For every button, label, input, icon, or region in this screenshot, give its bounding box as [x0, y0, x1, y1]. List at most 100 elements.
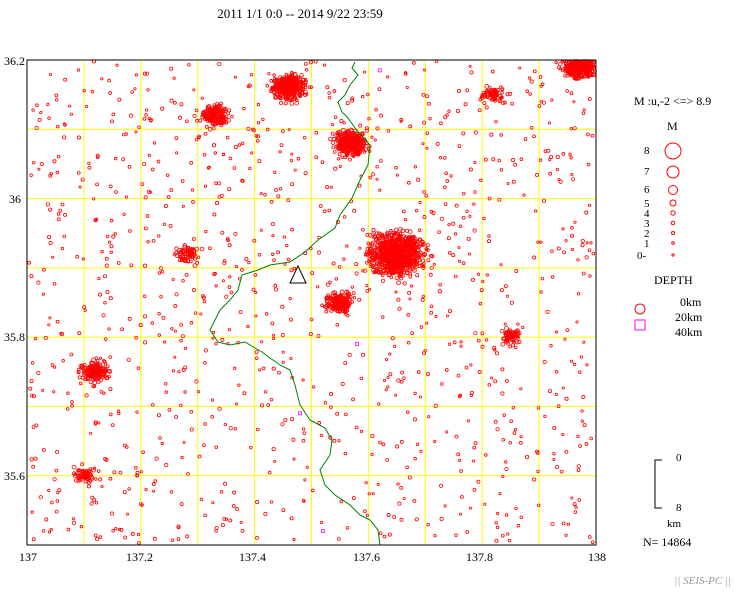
epicenter-point: [355, 152, 360, 156]
epicenter-point: [386, 75, 390, 79]
epicenter-point: [402, 281, 407, 286]
epicenter-point: [300, 88, 304, 92]
epicenter-point: [214, 201, 220, 206]
epicenter-point: [363, 70, 367, 74]
epicenter-point: [127, 487, 131, 491]
epicenter-point: [521, 325, 525, 330]
epicenter-point: [253, 273, 258, 277]
epicenter-point: [401, 242, 406, 247]
prefecture-boundary: [209, 61, 381, 546]
epicenter-point: [570, 496, 574, 500]
epicenter-point: [538, 75, 543, 79]
epicenter-point: [141, 450, 145, 454]
epicenter-point: [174, 246, 179, 251]
epicenter-point: [554, 60, 558, 65]
epicenter-point: [415, 442, 420, 446]
epicenter-point: [413, 391, 417, 396]
epicenter-point: [426, 258, 431, 263]
epicenter-point: [563, 74, 567, 78]
epicenter-point: [179, 403, 183, 408]
epicenter-point: [31, 160, 36, 165]
epicenter-point: [217, 116, 221, 120]
epicenter-point: [451, 253, 456, 258]
epicenter-point: [379, 113, 384, 118]
epicenter-point: [210, 415, 214, 419]
epicenter-point: [417, 228, 422, 232]
epicenter-point: [581, 394, 586, 400]
epicenter-point: [202, 299, 207, 304]
epicenter-point: [41, 292, 46, 296]
epicenter-point: [565, 66, 570, 71]
epicenter-point: [402, 376, 406, 380]
epicenter-point: [388, 242, 392, 246]
epicenter-point: [459, 469, 463, 473]
epicenter-point: [352, 134, 357, 140]
epicenter-point: [570, 172, 574, 176]
epicenter-point: [485, 94, 490, 99]
epicenter-point: [54, 93, 59, 98]
epicenter-point: [408, 274, 413, 279]
epicenter-point: [539, 240, 543, 244]
epicenter-point: [238, 310, 243, 314]
epicenter-point: [457, 394, 462, 399]
epicenter-point: [399, 261, 404, 266]
epicenter-point: [410, 284, 414, 288]
epicenter-point: [107, 327, 111, 331]
epicenter-point: [342, 302, 346, 307]
epicenter-point: [506, 181, 510, 186]
epicenter-point: [576, 258, 580, 262]
epicenter-point: [173, 100, 177, 105]
epicenter-point: [154, 456, 159, 461]
epicenter-point: [493, 96, 497, 101]
epicenter-point: [146, 88, 150, 92]
epicenter-point: [246, 126, 251, 131]
epicenter-point: [405, 228, 410, 233]
epicenter-point: [519, 515, 524, 520]
epicenter-point: [74, 478, 79, 483]
epicenter-point: [103, 337, 108, 341]
epicenter-point: [493, 379, 498, 384]
epicenter-point: [384, 256, 389, 261]
epicenter-point: [254, 290, 258, 295]
epicenter-point: [336, 308, 341, 314]
epicenter-point: [198, 118, 203, 123]
epicenter-point: [428, 116, 432, 121]
epicenter-point: [361, 140, 366, 146]
epicenter-point: [388, 250, 392, 255]
epicenter-point: [529, 125, 534, 130]
epicenter-point: [371, 232, 375, 236]
epicenter-point: [98, 366, 102, 370]
epicenter-point: [561, 227, 565, 231]
epicenter-point: [398, 227, 403, 232]
epicenter-point: [472, 487, 477, 492]
epicenter-point: [415, 251, 419, 255]
epicenter-point: [81, 257, 85, 261]
epicenter-point: [299, 79, 304, 84]
epicenter-point: [472, 228, 477, 233]
x-tick-label: 137.2: [126, 550, 153, 564]
epicenter-point: [302, 499, 306, 503]
epicenter-point: [334, 144, 339, 149]
epicenter-point: [355, 150, 360, 155]
epicenter-point: [43, 335, 48, 341]
epicenter-point: [55, 98, 59, 102]
epicenter-point: [31, 425, 36, 429]
epicenter-point: [340, 381, 345, 386]
epicenter-point: [348, 137, 353, 142]
epicenter-point: [357, 145, 362, 150]
epicenter-point: [273, 76, 277, 81]
scale-top-label: 0: [676, 452, 682, 464]
epicenter-point: [386, 250, 391, 255]
epicenter-point: [277, 75, 283, 81]
epicenter-point: [343, 361, 348, 365]
epicenter-point: [76, 474, 82, 479]
epicenter-point: [71, 517, 75, 521]
epicenter-point: [77, 468, 82, 473]
epicenter-point: [367, 492, 371, 496]
epicenter-point: [425, 243, 430, 248]
epicenter-point: [380, 273, 385, 278]
epicenter-point: [204, 229, 208, 234]
magnitude-header: M: [667, 119, 678, 133]
epicenter-point: [395, 173, 399, 177]
epicenter-point: [443, 504, 447, 508]
